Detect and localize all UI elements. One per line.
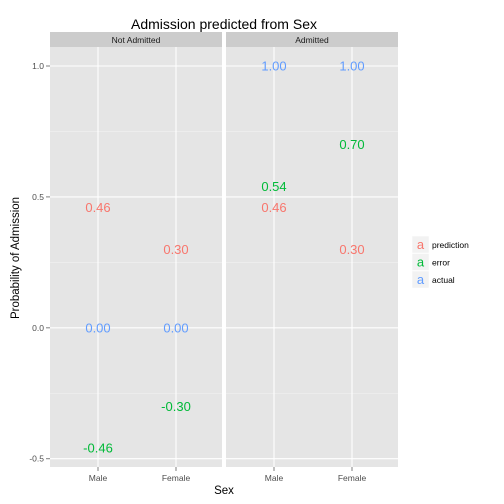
legend-glyph: a [417, 272, 425, 287]
data-label: 0.54 [261, 179, 286, 194]
data-label: -0.30 [161, 399, 191, 414]
panel-background [226, 47, 398, 467]
data-label: 1.00 [339, 59, 364, 74]
x-tick-label: Male [265, 473, 284, 483]
data-label: 0.46 [261, 200, 286, 215]
legend-key [411, 235, 430, 254]
x-axis-title: Sex [214, 485, 234, 497]
y-tick-label: -0.5 [29, 454, 44, 464]
y-tick-label: 1.0 [32, 61, 44, 71]
legend-item: a error [411, 253, 450, 271]
y-axis-title: Probability of Admission [10, 197, 22, 319]
data-label: 0.00 [163, 320, 188, 335]
data-label: 0.00 [85, 320, 110, 335]
series-error: -0.46 -0.30 0.54 0.70 [83, 137, 364, 456]
legend-key [411, 270, 430, 289]
legend-glyph: a [417, 255, 425, 270]
data-label: -0.46 [83, 441, 113, 456]
chart-title: Admission predicted from Sex [131, 16, 317, 32]
y-axis: -0.5 0.0 0.5 1.0 [29, 61, 50, 464]
legend-glyph: a [417, 237, 425, 252]
data-label: 0.70 [339, 137, 364, 152]
data-label: 0.30 [163, 242, 188, 257]
facet-strip [226, 32, 398, 47]
facet-strip-label: Not Admitted [112, 35, 161, 45]
series-prediction: 0.46 0.30 0.46 0.30 [85, 200, 364, 257]
legend-item: a prediction [411, 235, 469, 254]
panel-background [50, 47, 222, 467]
data-label: 0.30 [339, 242, 364, 257]
data-label: 0.46 [85, 200, 110, 215]
legend-item: a actual [411, 270, 455, 289]
facet-panel: Not Admitted [50, 32, 222, 467]
legend-label: prediction [432, 240, 469, 250]
facet-strip [50, 32, 222, 47]
facet-strip-label: Admitted [295, 35, 329, 45]
legend-key [411, 253, 430, 271]
y-tick-label: 0.0 [32, 323, 44, 333]
legend-label: error [432, 258, 450, 268]
x-axis: Male Female Male Female [89, 467, 367, 483]
x-tick-label: Female [338, 473, 367, 483]
legend-label: actual [432, 275, 455, 285]
x-tick-label: Male [89, 473, 108, 483]
data-label: 1.00 [261, 59, 286, 74]
facet-panel: Admitted [226, 32, 398, 467]
series-actual: 0.00 0.00 1.00 1.00 [85, 59, 364, 336]
y-tick-label: 0.5 [32, 192, 44, 202]
x-tick-label: Female [162, 473, 191, 483]
facet-panels: Not Admitted Admitted0.460.300.460.30-0.4… [50, 32, 398, 467]
